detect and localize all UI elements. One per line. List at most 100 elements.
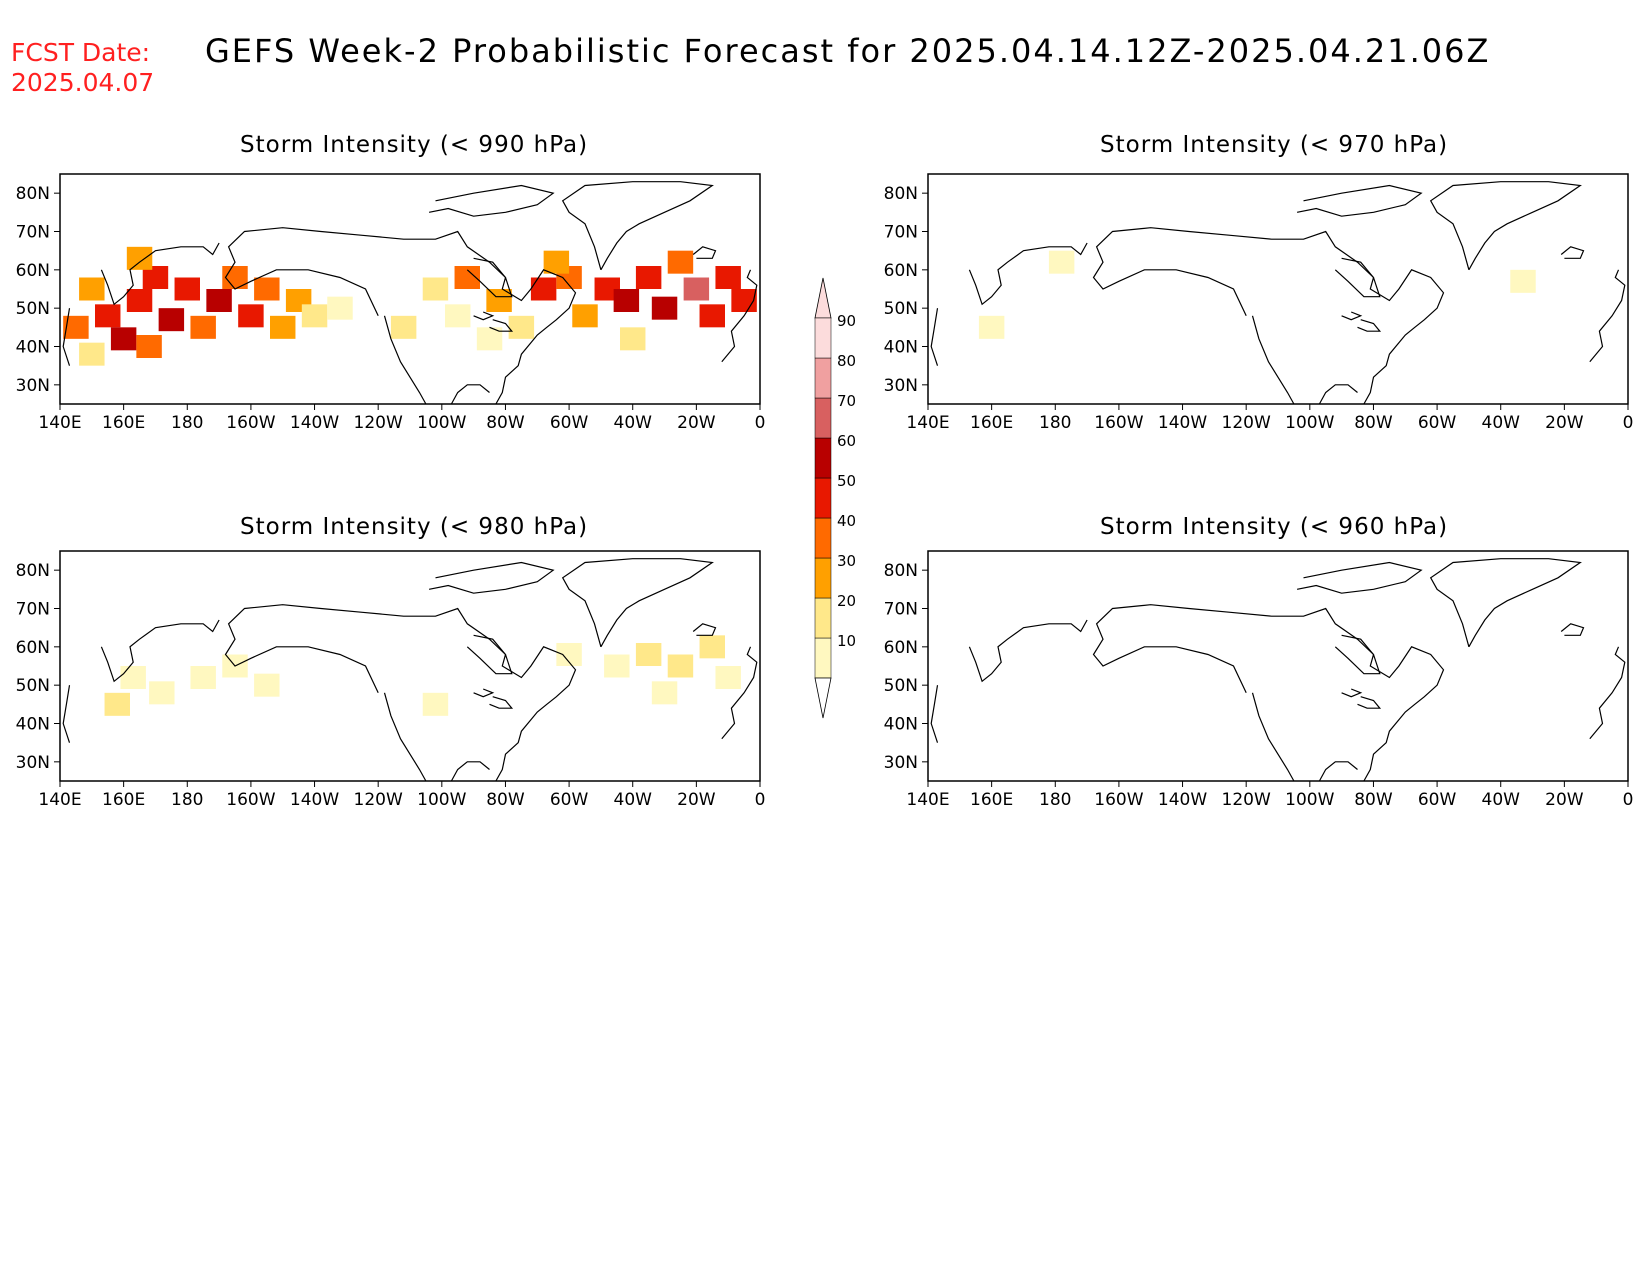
coastline (100, 242, 220, 306)
lon-tick-label: 180 (171, 413, 203, 433)
lon-tick-label: 20W (1545, 790, 1584, 810)
lon-tick-label: 160W (226, 413, 275, 433)
prob-cell (95, 304, 121, 328)
panel-title-970: Storm Intensity (< 970 hPa) (1100, 132, 1449, 158)
lon-tick-label: 120W (1222, 413, 1271, 433)
lon-tick-label: 180 (171, 790, 203, 810)
map-frame (927, 173, 1629, 405)
coastline (1334, 634, 1381, 675)
coastline (428, 561, 555, 594)
lat-tick-label: 60N (16, 261, 50, 281)
coastline (466, 634, 513, 675)
map-p990: 140E 160E 180 160W 140W 120W 100W 80W 60W 40W 20W 0… (16, 173, 766, 433)
colorbar-swatch (814, 317, 832, 359)
coastline (1318, 761, 1358, 782)
coastline (1296, 184, 1423, 217)
coastline (930, 308, 939, 366)
coastline (1429, 558, 1582, 648)
prob-cell (390, 315, 417, 339)
coastline (1251, 315, 1295, 405)
lon-tick-label: 0 (1623, 790, 1634, 810)
lat-tick-label: 40N (884, 715, 918, 735)
colorbar-label: 50 (837, 472, 856, 490)
prob-cell (635, 266, 662, 289)
panel-title-980: Storm Intensity (< 980 hPa) (240, 514, 589, 540)
colorbar-swatch (814, 397, 832, 439)
lat-tick-label: 50N (16, 299, 50, 319)
colorbar-bottom-arrow (814, 677, 832, 719)
lon-tick-label: 140E (38, 413, 81, 433)
lat-tick-label: 60N (884, 261, 918, 281)
prob-cell (667, 250, 694, 274)
coastline (1334, 257, 1381, 298)
coastline (1296, 561, 1423, 594)
lon-tick-label: 140W (290, 790, 339, 810)
prob-cell (327, 296, 353, 320)
coastline (1560, 623, 1585, 636)
lon-tick-label: 80W (486, 413, 525, 433)
fcst-date-block: FCST Date: 2025.04.07 (11, 38, 154, 98)
prob-cell (699, 304, 725, 328)
prob-cell (254, 277, 280, 301)
lon-tick-label: 60W (1418, 413, 1457, 433)
prob-cell (149, 681, 175, 705)
lon-tick-label: 140E (38, 790, 81, 810)
lon-tick-label: 160W (1094, 413, 1143, 433)
prob-cell (422, 692, 449, 716)
map-frame (59, 550, 761, 782)
lon-tick-label: 20W (677, 413, 716, 433)
lon-tick-label: 0 (755, 413, 766, 433)
colorbar-label: 30 (837, 552, 856, 570)
prob-cell (301, 304, 328, 328)
lat-tick-label: 80N (16, 561, 50, 581)
coastline (1092, 227, 1445, 405)
prob-cell (667, 654, 694, 678)
lon-tick-label: 160E (970, 413, 1013, 433)
coastline (1357, 319, 1382, 332)
lon-tick-label: 140W (1158, 413, 1207, 433)
lon-tick-label: 40W (614, 790, 653, 810)
panel-title-960: Storm Intensity (< 960 hPa) (1100, 514, 1449, 540)
prob-cell (190, 666, 216, 689)
prob-cell (604, 654, 630, 678)
lon-tick-label: 40W (1482, 413, 1521, 433)
lon-tick-label: 100W (417, 790, 466, 810)
fcst-date-label: FCST Date: (11, 38, 151, 67)
coastline (466, 257, 513, 298)
prob-cell (174, 277, 200, 301)
lon-tick-label: 140W (290, 413, 339, 433)
coastline (473, 311, 495, 321)
lon-tick-label: 40W (1482, 790, 1521, 810)
lat-tick-label: 50N (884, 676, 918, 696)
prob-cell (543, 250, 570, 274)
lat-tick-label: 40N (16, 338, 50, 358)
colorbar-swatch (814, 597, 832, 639)
lat-tick-label: 80N (884, 184, 918, 204)
prob-cell (63, 315, 89, 339)
coastline (1429, 181, 1582, 271)
lat-tick-label: 50N (884, 299, 918, 319)
prob-cell (79, 342, 105, 366)
lat-tick-label: 70N (16, 600, 50, 620)
coastline (1589, 269, 1626, 363)
prob-cell (142, 266, 169, 289)
coastline (692, 246, 717, 259)
colorbar-top-arrow (814, 277, 832, 319)
prob-cell (1510, 269, 1536, 293)
colorbar-label: 90 (837, 312, 856, 330)
prob-cell (190, 315, 216, 339)
prob-cell (508, 315, 535, 339)
prob-cell (572, 304, 598, 328)
colorbar-label: 60 (837, 432, 856, 450)
lat-tick-label: 30N (884, 376, 918, 396)
prob-cell (120, 666, 146, 689)
lon-tick-label: 160E (102, 790, 145, 810)
lat-tick-label: 60N (16, 638, 50, 658)
coastline (383, 692, 427, 782)
prob-cell (699, 635, 725, 659)
prob-cell (715, 266, 741, 289)
coastline (62, 685, 71, 743)
coastline (1341, 688, 1363, 698)
prob-cell (238, 304, 264, 328)
